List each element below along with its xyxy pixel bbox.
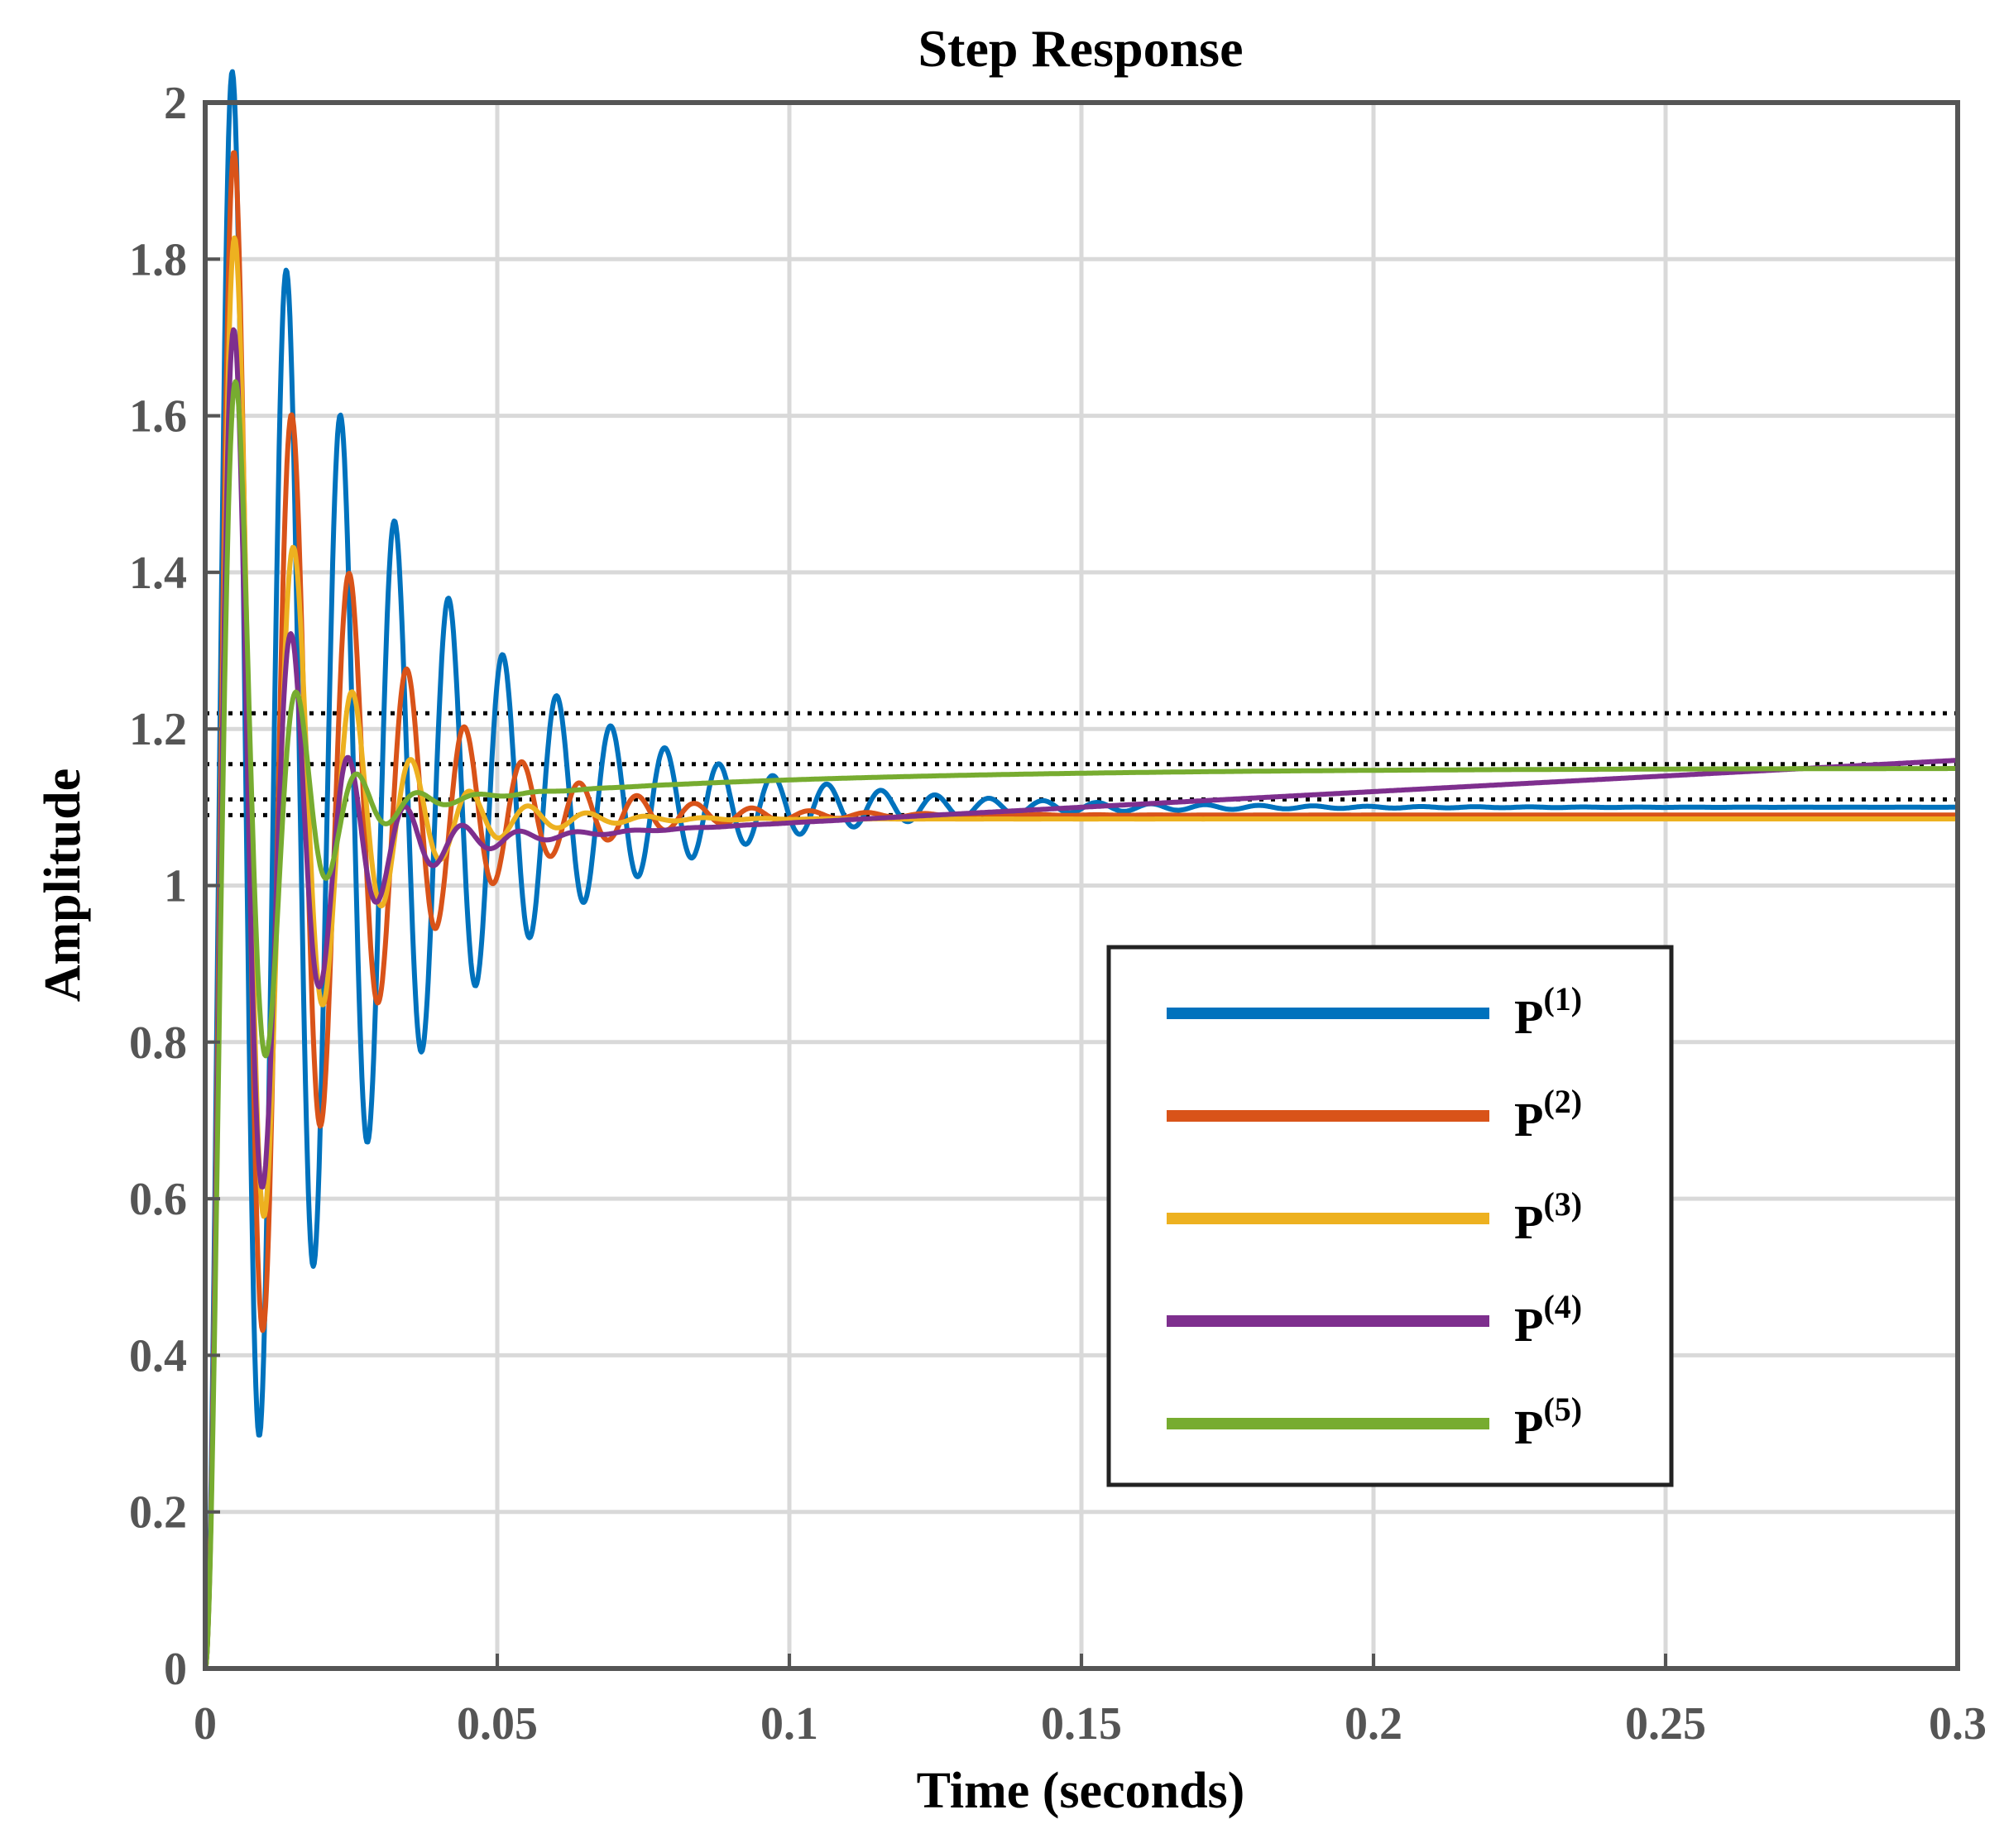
x-tick-label: 0.1 [760, 1698, 818, 1750]
y-tick-label: 0.4 [129, 1330, 187, 1381]
grid [205, 103, 1958, 1668]
y-axis-label: Amplitude [35, 768, 91, 1002]
x-tick-label: 0.25 [1625, 1698, 1706, 1750]
legend-label-4: P(4) [1514, 1288, 1582, 1352]
tick-labels: 0 0.05 0.1 0.15 0.2 0.25 0.3 0 0.2 0.4 0.6 0.8 1 1.2 1… [129, 78, 1987, 1750]
legend-label-3: P(3) [1514, 1185, 1582, 1249]
y-tick-label: 0 [164, 1644, 187, 1695]
x-tick-label: 0 [194, 1698, 217, 1750]
y-tick-label: 0.6 [129, 1174, 187, 1225]
series-line-4 [203, 327, 1959, 1669]
y-tick-label: 0.8 [129, 1017, 187, 1069]
chart-title: Step Response [918, 19, 1244, 78]
y-tick-label: 1.6 [129, 391, 187, 443]
y-tick-label: 2 [164, 78, 187, 129]
legend: P(1) P(2) P(3) P(4) P(5) [1106, 945, 1674, 1487]
x-axis-label: Time (seconds) [917, 1763, 1245, 1819]
x-tick-label: 0.15 [1041, 1698, 1122, 1750]
series-lines [203, 69, 1959, 1669]
legend-label-2: P(2) [1514, 1083, 1582, 1147]
y-tick-label: 1.4 [129, 548, 187, 599]
x-tick-label: 0.3 [1929, 1698, 1987, 1750]
x-tick-label: 0.05 [457, 1698, 538, 1750]
series-line-3 [203, 235, 1959, 1669]
series-line-2 [203, 150, 1959, 1669]
y-tick-label: 1 [164, 861, 187, 912]
legend-label-5: P(5) [1514, 1391, 1582, 1454]
y-tick-label: 0.2 [129, 1487, 187, 1539]
y-tick-label: 1.2 [129, 704, 187, 755]
series-line-5 [203, 379, 1959, 1669]
legend-label-1: P(1) [1514, 980, 1582, 1044]
y-tick-label: 1.8 [129, 234, 187, 285]
x-tick-label: 0.2 [1345, 1698, 1402, 1750]
